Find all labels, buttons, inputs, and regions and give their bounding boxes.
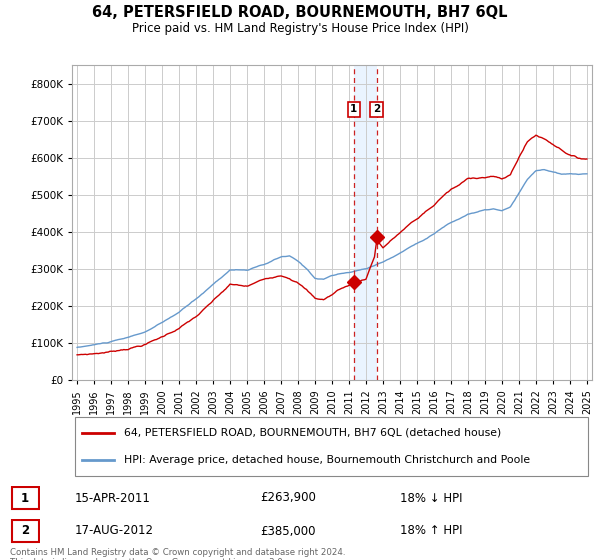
Text: Price paid vs. HM Land Registry's House Price Index (HPI): Price paid vs. HM Land Registry's House … <box>131 22 469 35</box>
Text: Contains HM Land Registry data © Crown copyright and database right 2024.
This d: Contains HM Land Registry data © Crown c… <box>10 548 346 560</box>
Text: 64, PETERSFIELD ROAD, BOURNEMOUTH, BH7 6QL: 64, PETERSFIELD ROAD, BOURNEMOUTH, BH7 6… <box>92 5 508 20</box>
Text: 17-AUG-2012: 17-AUG-2012 <box>75 525 154 538</box>
Text: 15-APR-2011: 15-APR-2011 <box>75 492 151 505</box>
Text: £385,000: £385,000 <box>260 525 316 538</box>
Bar <box>354 65 377 380</box>
Text: £263,900: £263,900 <box>260 492 316 505</box>
Text: HPI: Average price, detached house, Bournemouth Christchurch and Poole: HPI: Average price, detached house, Bour… <box>124 455 530 465</box>
Text: 1: 1 <box>350 105 358 114</box>
Text: 2: 2 <box>21 525 29 538</box>
Text: 18% ↓ HPI: 18% ↓ HPI <box>400 492 463 505</box>
Text: 1: 1 <box>21 492 29 505</box>
Text: 64, PETERSFIELD ROAD, BOURNEMOUTH, BH7 6QL (detached house): 64, PETERSFIELD ROAD, BOURNEMOUTH, BH7 6… <box>124 428 501 438</box>
Text: 18% ↑ HPI: 18% ↑ HPI <box>400 525 463 538</box>
Text: 2: 2 <box>373 105 380 114</box>
FancyBboxPatch shape <box>74 417 589 476</box>
